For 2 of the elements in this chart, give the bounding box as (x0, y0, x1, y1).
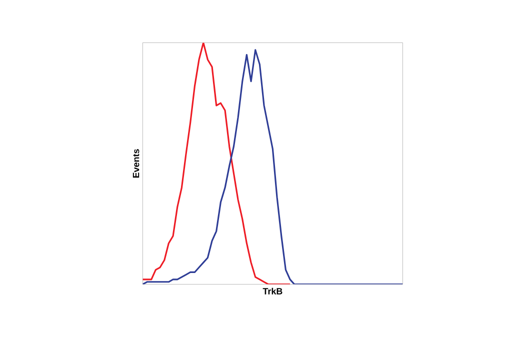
x-axis-title: TrkB (262, 288, 282, 294)
y-axis-title: Events (132, 149, 140, 178)
